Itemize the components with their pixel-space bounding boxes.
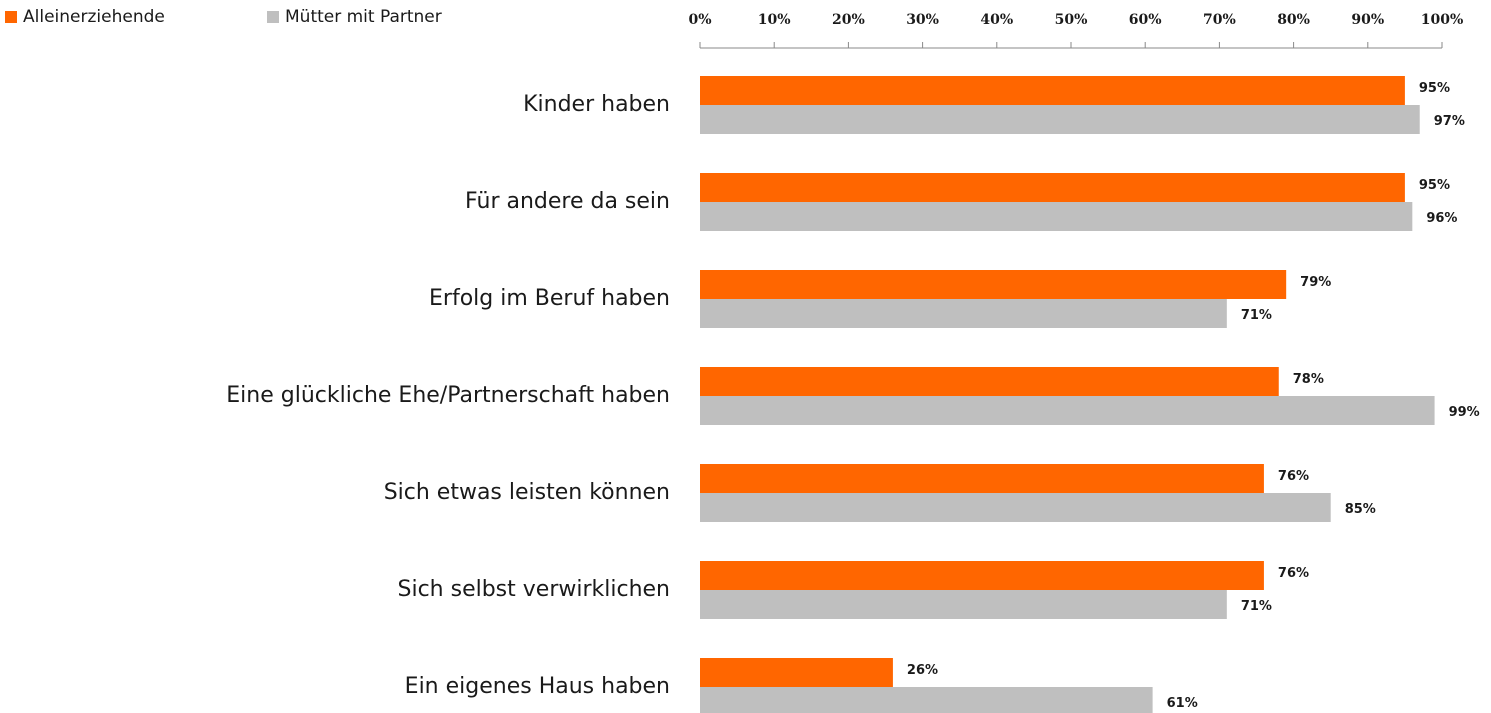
x-tick-label: 10%	[758, 12, 791, 28]
bar	[700, 396, 1435, 425]
x-tick-label: 0%	[688, 12, 711, 28]
value-label: 95%	[1419, 178, 1450, 193]
x-tick-label: 100%	[1421, 12, 1464, 28]
value-label: 61%	[1167, 696, 1198, 711]
x-tick-label: 50%	[1055, 12, 1088, 28]
value-label: 97%	[1434, 114, 1465, 129]
bar	[700, 299, 1227, 328]
x-tick-label: 80%	[1277, 12, 1310, 28]
value-label: 79%	[1300, 275, 1331, 290]
category-label: Erfolg im Beruf haben	[429, 286, 670, 311]
value-label: 71%	[1241, 308, 1272, 323]
legend-label: Alleinerziehende	[23, 7, 165, 27]
category-label: Sich selbst verwirklichen	[398, 577, 671, 602]
bar	[700, 173, 1405, 202]
x-tick-label: 20%	[832, 12, 865, 28]
bar	[700, 590, 1227, 619]
bar	[700, 202, 1413, 231]
bar	[700, 687, 1153, 713]
x-tick-label: 30%	[906, 12, 939, 28]
x-tick-label: 60%	[1129, 12, 1162, 28]
bar	[700, 76, 1405, 105]
value-label: 26%	[907, 663, 938, 678]
x-tick-label: 70%	[1203, 12, 1236, 28]
value-label: 95%	[1419, 81, 1450, 96]
bar	[700, 367, 1279, 396]
value-label: 71%	[1241, 599, 1272, 614]
x-tick-label: 40%	[980, 12, 1013, 28]
bar	[700, 493, 1331, 522]
bar	[700, 270, 1287, 299]
value-label: 76%	[1278, 566, 1309, 581]
bar	[700, 464, 1264, 493]
legend-swatch	[5, 11, 17, 23]
value-label: 78%	[1293, 372, 1324, 387]
value-label: 99%	[1449, 405, 1480, 420]
category-label: Ein eigenes Haus haben	[405, 674, 670, 699]
bar	[700, 105, 1420, 134]
bar	[700, 658, 893, 687]
category-label: Für andere da sein	[465, 189, 670, 214]
category-label: Sich etwas leisten können	[384, 480, 670, 505]
x-tick-label: 90%	[1351, 12, 1384, 28]
legend-swatch	[267, 11, 279, 23]
value-label: 96%	[1426, 211, 1457, 226]
legend-label: Mütter mit Partner	[285, 7, 442, 27]
value-label: 85%	[1345, 502, 1376, 517]
bar	[700, 561, 1264, 590]
category-label: Kinder haben	[523, 92, 670, 117]
category-label: Eine glückliche Ehe/Partnerschaft haben	[226, 383, 670, 408]
value-label: 76%	[1278, 469, 1309, 484]
